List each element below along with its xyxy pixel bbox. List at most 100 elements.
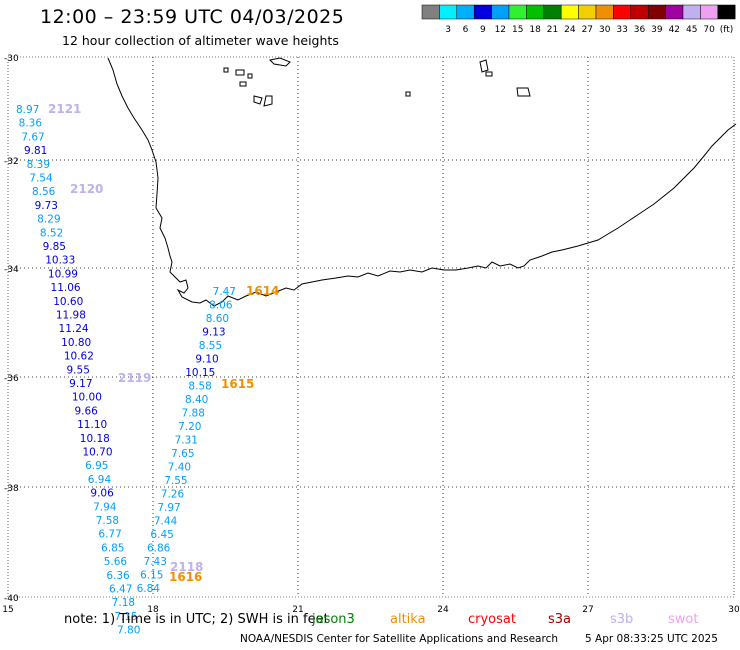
- swh-value: 7.54: [29, 173, 53, 185]
- legend-swatch: [665, 4, 684, 20]
- lon-tick-label: 21: [292, 605, 303, 615]
- swh-value: 10.62: [64, 351, 94, 363]
- swh-value: 8.40: [185, 394, 208, 406]
- swh-value: 8.56: [32, 186, 56, 198]
- lat-tick-label: -30: [4, 54, 19, 64]
- swh-value: 5.66: [104, 556, 128, 568]
- swh-value: 7.94: [93, 501, 117, 513]
- swh-value: 9.66: [74, 405, 98, 417]
- swh-value: 10.18: [80, 433, 110, 445]
- legend-label: 21: [547, 25, 558, 35]
- islands: [223, 57, 531, 107]
- legend-swatch: [543, 4, 562, 20]
- swh-value: 6.36: [106, 570, 130, 582]
- swh-value: 6.84: [137, 583, 161, 595]
- swh-value: 7.55: [164, 475, 187, 487]
- legend-swatch: [508, 4, 527, 20]
- swh-value: 6.45: [150, 529, 173, 541]
- lon-tick-label: 27: [582, 605, 593, 615]
- credit-line: NOAA/NESDIS Center for Satellite Applica…: [240, 633, 558, 645]
- pass-labels: 2121 2120 2119 2118 1614 1615 1616: [48, 102, 279, 584]
- page-title: 12:00 – 23:59 UTC 04/03/2025: [40, 6, 345, 28]
- pass-id-label: 2118: [170, 560, 203, 574]
- legend-swatch: [700, 4, 719, 20]
- pass-id-label: 1615: [221, 377, 254, 391]
- legend-swatch: [717, 4, 736, 20]
- swh-value: 9.73: [35, 200, 58, 212]
- swh-value: 8.58: [188, 381, 211, 393]
- lat-lon-grid: 15 18 21 24 27 30 -30 -32 -34 -36 -38 -40: [2, 54, 740, 615]
- legend-swatch: [613, 4, 632, 20]
- swh-value: 11.10: [77, 419, 107, 431]
- legend-label: 39: [651, 25, 663, 35]
- legend-unit: (ft): [720, 25, 734, 35]
- swh-value: 9.13: [202, 327, 225, 339]
- swh-value: 7.31: [175, 435, 198, 447]
- swh-value: 10.15: [185, 367, 215, 379]
- swh-value: 10.33: [45, 255, 75, 267]
- swh-value: 9.55: [67, 364, 90, 376]
- legend-swatch: [473, 4, 492, 20]
- footer-note: note: 1) Time is in UTC; 2) SWH is in fe…: [64, 612, 329, 627]
- legend-swatch: [578, 4, 597, 20]
- legend-label: 42: [669, 25, 680, 35]
- legend-label: 36: [634, 25, 646, 35]
- legend-swatch: [560, 4, 579, 20]
- legend-label: 9: [480, 25, 486, 35]
- satellite-name: s3b: [610, 612, 634, 627]
- swh-value: 10.99: [48, 268, 78, 280]
- swh-value: 9.17: [69, 378, 92, 390]
- swh-value: 10.70: [82, 447, 112, 459]
- lat-tick-label: -40: [4, 594, 19, 604]
- legend-label: 3: [445, 25, 451, 35]
- swh-value: 7.15: [114, 611, 137, 623]
- satellite-name: swot: [668, 612, 699, 627]
- swh-value: 8.55: [199, 340, 222, 352]
- altimeter-tracks: 8.97 8.367.67 9.81 8.39 7.548.56 9.73 8.298.52…: [16, 104, 236, 637]
- swh-value: 7.20: [178, 421, 201, 433]
- legend-label: 45: [686, 25, 697, 35]
- swh-value: 7.88: [182, 408, 205, 420]
- pass-id-label: 2119: [118, 371, 151, 385]
- coastline: [107, 57, 737, 307]
- swh-value: 7.58: [96, 515, 119, 527]
- lat-tick-label: -32: [4, 157, 19, 167]
- swh-value: 7.40: [168, 462, 191, 474]
- swh-value: 8.06: [209, 300, 233, 312]
- swh-value: 7.18: [112, 597, 135, 609]
- swh-value: 11.98: [56, 310, 86, 322]
- legend-label: 30: [599, 25, 611, 35]
- legend-swatch: [439, 4, 458, 20]
- lon-tick-label: 24: [437, 605, 449, 615]
- lon-tick-label: 18: [147, 605, 159, 615]
- swh-value: 11.24: [59, 323, 89, 335]
- swh-value: 9.06: [90, 488, 114, 500]
- legend-label: 33: [616, 25, 627, 35]
- legend-swatch: [682, 4, 701, 20]
- lon-tick-label: 30: [728, 605, 740, 615]
- swh-value: 7.67: [21, 131, 44, 143]
- legend-swatch: [595, 4, 614, 20]
- page-subtitle: 12 hour collection of altimeter wave hei…: [62, 33, 339, 48]
- swh-value: 8.29: [37, 214, 60, 226]
- swh-value: 7.65: [171, 448, 194, 460]
- lat-tick-label: -34: [4, 265, 19, 275]
- swh-value: 7.47: [213, 286, 236, 298]
- swh-value: 7.44: [154, 516, 178, 528]
- legend-label: 15: [512, 25, 523, 35]
- legend-label: 70: [703, 25, 715, 35]
- legend-label: 12: [495, 25, 506, 35]
- swh-value: 9.85: [43, 241, 66, 253]
- plot-frame: [7, 56, 735, 598]
- swh-value: 6.94: [88, 474, 112, 486]
- satellite-name: cryosat: [468, 612, 516, 627]
- legend-swatch: [421, 4, 440, 20]
- satellite-name: s3a: [548, 612, 572, 627]
- legend-label: 6: [463, 25, 469, 35]
- swh-value: 8.36: [19, 118, 43, 130]
- swh-value: 7.26: [161, 489, 185, 501]
- swh-value: 7.80: [117, 625, 140, 637]
- swh-value: 7.43: [144, 556, 167, 568]
- lat-tick-label: -36: [4, 374, 19, 384]
